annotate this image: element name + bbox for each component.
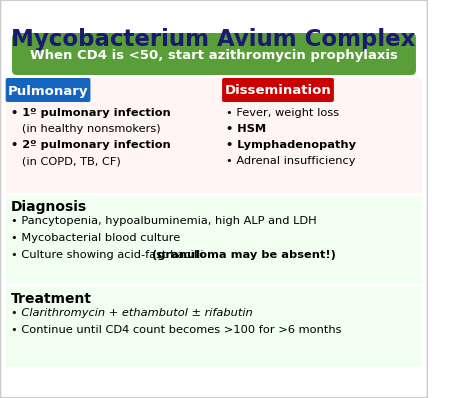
Text: When CD4 is <50, start azithromycin prophylaxis: When CD4 is <50, start azithromycin prop… <box>30 49 398 62</box>
Text: Treatment: Treatment <box>11 292 92 306</box>
Text: (granuloma may be absent!): (granuloma may be absent!) <box>152 250 336 260</box>
Text: • Fever, weight loss: • Fever, weight loss <box>226 108 339 118</box>
Text: (in COPD, TB, CF): (in COPD, TB, CF) <box>11 156 121 166</box>
Text: • Clarithromycin + ethambutol ± rifabutin: • Clarithromycin + ethambutol ± rifabuti… <box>11 308 253 318</box>
FancyBboxPatch shape <box>6 78 91 102</box>
Text: • Mycobacterial blood culture: • Mycobacterial blood culture <box>11 233 180 243</box>
Text: • Adrenal insufficiency: • Adrenal insufficiency <box>226 156 355 166</box>
FancyBboxPatch shape <box>222 78 334 102</box>
Text: Pulmonary: Pulmonary <box>8 84 88 98</box>
Text: • Culture showing acid-fast bacilli: • Culture showing acid-fast bacilli <box>11 250 207 260</box>
Text: • Lymphadenopathy: • Lymphadenopathy <box>226 140 356 150</box>
Text: • 1º pulmonary infection: • 1º pulmonary infection <box>11 108 171 118</box>
Text: • 2º pulmonary infection: • 2º pulmonary infection <box>11 140 171 150</box>
FancyBboxPatch shape <box>12 33 416 75</box>
FancyBboxPatch shape <box>6 196 422 284</box>
Text: Mycobacterium Avium Complex: Mycobacterium Avium Complex <box>11 28 415 51</box>
Text: • Pancytopenia, hypoalbuminemia, high ALP and LDH: • Pancytopenia, hypoalbuminemia, high AL… <box>11 216 317 226</box>
Text: Diagnosis: Diagnosis <box>11 200 87 214</box>
Text: • HSM: • HSM <box>226 124 266 134</box>
FancyBboxPatch shape <box>6 287 422 367</box>
Text: Dissemination: Dissemination <box>225 84 331 98</box>
Text: • Continue until CD4 count becomes >100 for >6 months: • Continue until CD4 count becomes >100 … <box>11 325 342 335</box>
Text: (in healthy nonsmokers): (in healthy nonsmokers) <box>11 124 161 134</box>
FancyBboxPatch shape <box>0 0 428 398</box>
FancyBboxPatch shape <box>6 78 422 193</box>
